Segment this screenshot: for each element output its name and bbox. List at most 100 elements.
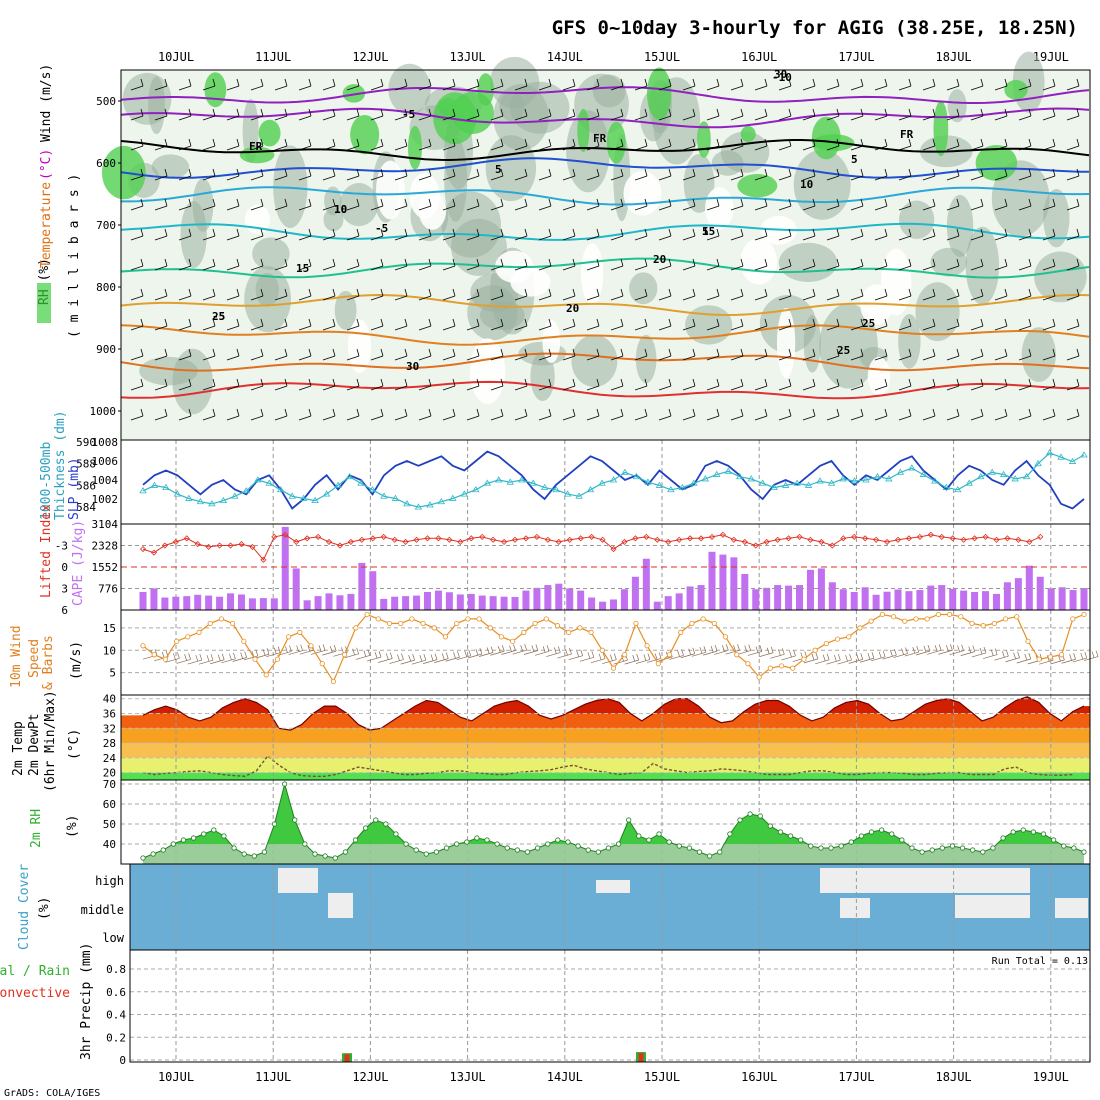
- cape-bar: [971, 591, 979, 610]
- wind-barb: [466, 78, 480, 91]
- precip-tick-label: 0.8: [106, 963, 126, 976]
- wind-barb: [730, 168, 744, 181]
- rh-point: [352, 837, 359, 843]
- rh-point: [808, 843, 814, 849]
- wind-barb: [562, 378, 576, 391]
- rh-point: [292, 817, 298, 823]
- wind-barb: [1066, 228, 1080, 241]
- wind-barb: [802, 198, 816, 211]
- date-label-bottom: 12JUL: [352, 1070, 388, 1084]
- cape-bar: [467, 593, 475, 610]
- rh-shade-green: [737, 174, 778, 198]
- wind-barb: [610, 198, 624, 211]
- wind-barb: [778, 378, 792, 391]
- wind-barb-10m: [669, 649, 684, 660]
- wind-barb: [682, 228, 696, 241]
- wind-barb: [682, 318, 696, 331]
- cape-label: CAPE (J/kg): [71, 520, 86, 606]
- wind-barb: [778, 318, 792, 331]
- wind-speed-point: [308, 643, 314, 649]
- wind-barb: [634, 258, 648, 271]
- rh-point: [474, 835, 480, 841]
- slp-tick-label: 1006: [92, 455, 119, 468]
- wind-barb-10m: [927, 644, 942, 655]
- lifted-index-point: [424, 535, 431, 542]
- lifted-index-point: [796, 533, 803, 540]
- wind-barb: [394, 198, 408, 211]
- thickness-point: [758, 479, 767, 486]
- thickness-point: [667, 485, 675, 493]
- wind-barb: [514, 168, 528, 181]
- contour-label: 5: [702, 225, 709, 238]
- wind-speed-point: [935, 611, 941, 618]
- wind-barb-10m: [467, 647, 483, 659]
- rh-point: [494, 841, 500, 847]
- contour-label: FR: [249, 140, 263, 153]
- thickness-point: [196, 497, 205, 505]
- thickness-point: [621, 468, 629, 475]
- wind-speed-point: [554, 623, 561, 629]
- thickness-point: [437, 497, 446, 505]
- wind-speed-point: [521, 629, 527, 635]
- thickness-point: [322, 490, 331, 497]
- rh-point: [868, 829, 875, 835]
- temp-tick-label: 32: [103, 722, 116, 735]
- wind-barb-10m: [355, 649, 371, 660]
- wind-barb: [730, 198, 744, 211]
- wind-barb: [994, 408, 1008, 421]
- rh-point: [1020, 827, 1026, 833]
- wind-barb: [442, 108, 456, 121]
- cape-bar: [1036, 576, 1044, 610]
- wind-speed-point: [689, 620, 695, 627]
- wind-barb: [394, 168, 408, 181]
- wind-speed-point: [162, 656, 169, 662]
- wind-barb: [154, 318, 168, 331]
- wind-barb: [562, 198, 576, 211]
- lifted-index-point: [927, 531, 934, 538]
- wind-barb: [298, 348, 312, 361]
- wind-barb: [754, 228, 768, 241]
- wind-barb: [346, 408, 360, 421]
- wind-speed-point: [364, 611, 370, 618]
- lifted-index-point: [511, 536, 519, 543]
- wind-barb: [1066, 318, 1080, 331]
- isotherm-line: [120, 324, 1090, 346]
- wind-barb: [1066, 348, 1080, 361]
- cape-bar: [960, 590, 968, 610]
- wind-barb: [586, 318, 600, 331]
- wind-speed-point: [140, 643, 146, 649]
- precip-panel-frame: [129, 949, 1091, 1063]
- lifted-index-point: [380, 533, 387, 540]
- wind-barb: [370, 408, 384, 421]
- wind-tick-label: 10: [103, 644, 116, 657]
- rh-point: [1051, 837, 1057, 843]
- rh-point: [383, 821, 389, 827]
- wind-barb-10m: [938, 644, 953, 655]
- rh-point: [605, 845, 612, 851]
- cape-bar: [599, 601, 607, 610]
- wind-barb: [562, 348, 576, 361]
- wind-barb: [322, 138, 336, 151]
- rh-shade-gray: [444, 137, 468, 222]
- wind-barb: [850, 288, 864, 301]
- wind-barb: [634, 228, 648, 241]
- wind-barb: [130, 348, 144, 361]
- wind-barb: [874, 288, 888, 301]
- rh-point: [443, 845, 450, 851]
- lifted-index-point: [1037, 533, 1044, 540]
- cape-bar: [183, 596, 191, 610]
- date-label-top: 14JUL: [547, 50, 583, 64]
- rh-shade-green: [407, 125, 423, 170]
- wind-barb: [1066, 258, 1080, 271]
- rh-legend-swatch: [37, 283, 51, 323]
- thickness-point: [254, 476, 262, 483]
- wind-barb-10m: [1083, 650, 1099, 661]
- wind-barb: [610, 168, 624, 181]
- temp-tick-label: 40: [103, 693, 116, 706]
- rh-shade-green: [350, 115, 380, 155]
- cape-bar: [675, 593, 683, 610]
- wind-speed-point: [386, 620, 393, 627]
- wind-barb: [826, 228, 840, 241]
- rh-shade-gray: [1034, 251, 1087, 303]
- cape-bar: [413, 595, 421, 610]
